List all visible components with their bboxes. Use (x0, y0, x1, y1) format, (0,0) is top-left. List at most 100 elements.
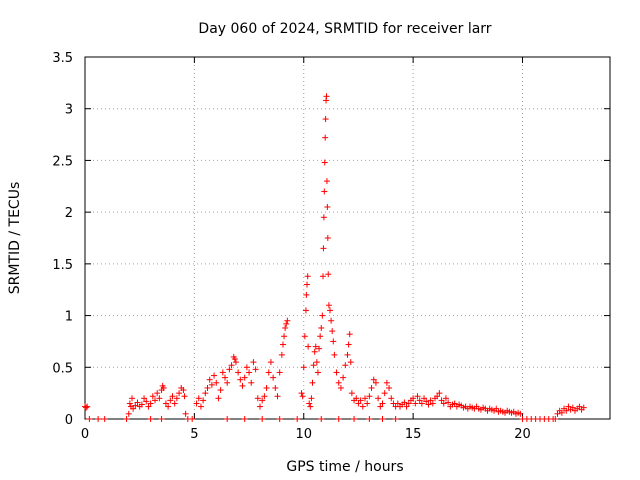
data-point (86, 416, 93, 422)
data-point (263, 384, 270, 391)
data-point (381, 390, 388, 397)
data-point (101, 416, 108, 422)
y-tick-label: 2 (65, 206, 73, 221)
plot-frame (84, 56, 611, 420)
data-point (313, 359, 320, 366)
data-point (147, 400, 154, 407)
data-point (364, 400, 371, 407)
data-point (318, 324, 325, 331)
data-point (300, 364, 307, 371)
data-points (82, 93, 587, 422)
data-point (342, 362, 349, 369)
data-point (222, 374, 228, 381)
data-point (328, 317, 335, 324)
data-point (129, 395, 136, 402)
data-point (357, 397, 364, 404)
data-point (278, 351, 285, 358)
data-point (208, 381, 215, 388)
data-point (405, 400, 412, 407)
data-point (162, 400, 169, 407)
data-point (270, 374, 277, 381)
data-point (206, 376, 213, 383)
data-point (412, 400, 419, 407)
data-point (304, 281, 311, 288)
data-point (130, 405, 137, 412)
y-tick-label: 3.5 (52, 51, 73, 66)
data-point (165, 403, 172, 410)
data-point (246, 369, 253, 376)
data-point (156, 395, 163, 402)
data-point (366, 416, 373, 422)
data-point (276, 369, 283, 376)
data-point (394, 400, 401, 407)
data-point (392, 416, 399, 422)
data-point (248, 379, 255, 386)
data-point (226, 366, 233, 373)
data-point (309, 379, 316, 386)
data-point (261, 393, 268, 400)
data-point (228, 362, 235, 369)
data-point (235, 369, 242, 376)
x-tick-label: 20 (514, 427, 531, 442)
data-point (493, 405, 500, 412)
data-point (318, 416, 325, 422)
grid-lines (85, 57, 610, 419)
data-point (325, 271, 332, 278)
data-point (182, 410, 189, 417)
data-point (281, 333, 288, 340)
data-point (167, 397, 174, 404)
x-tick-label: 0 (81, 427, 89, 442)
data-point (317, 333, 324, 340)
data-point (241, 416, 248, 422)
data-point (383, 379, 390, 386)
data-point (189, 416, 196, 422)
data-point (427, 397, 434, 404)
data-point (224, 416, 231, 422)
data-point (333, 369, 340, 376)
data-point (517, 410, 524, 417)
data-point (401, 399, 408, 406)
data-point (215, 395, 222, 402)
data-point (83, 404, 90, 411)
x-tick-label: 10 (295, 427, 312, 442)
data-point (284, 317, 291, 324)
data-point (386, 384, 393, 391)
data-point (231, 356, 238, 363)
data-point (160, 384, 167, 391)
data-point (429, 400, 436, 407)
axis-ticks: 0 5 10 15 20 0 0.5 1 1.5 2 2.5 3 3.5 (52, 51, 610, 442)
data-point (195, 395, 202, 402)
y-tick-label: 1.5 (52, 258, 73, 273)
data-point (84, 403, 91, 410)
data-point (569, 404, 576, 411)
data-point (267, 359, 274, 366)
data-point (345, 341, 352, 348)
data-point (304, 273, 311, 280)
data-point (171, 400, 178, 407)
data-point (368, 384, 375, 391)
data-point (423, 398, 430, 405)
data-point (379, 416, 386, 422)
data-point (204, 384, 211, 391)
data-point (322, 134, 329, 141)
data-point (554, 410, 561, 417)
data-point (173, 395, 180, 402)
data-point (241, 374, 248, 381)
data-point (340, 374, 347, 381)
data-point (436, 390, 443, 397)
data-point (197, 403, 204, 410)
x-axis-label: GPS time / hours (286, 459, 403, 475)
data-point (442, 395, 449, 402)
data-point (320, 273, 326, 280)
data-point (438, 397, 445, 404)
y-tick-label: 1 (65, 310, 73, 325)
data-point (252, 366, 259, 373)
data-point (193, 400, 200, 407)
data-point (421, 395, 428, 402)
data-point (298, 390, 305, 397)
data-point (331, 351, 338, 358)
data-point (321, 188, 328, 195)
data-point (320, 214, 327, 221)
data-point (125, 410, 132, 417)
data-point (180, 387, 187, 394)
